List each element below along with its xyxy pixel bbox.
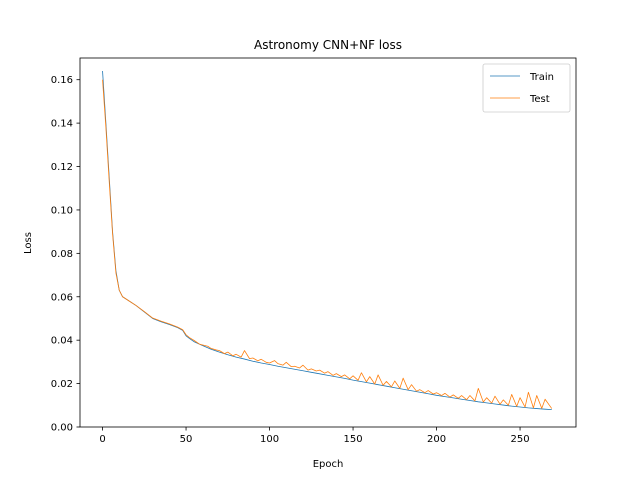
plot-background	[80, 58, 576, 427]
plot-frame	[79, 57, 577, 428]
y-tick-label: 0.02	[51, 379, 73, 390]
series-line-test	[102, 79, 553, 409]
y-axis-ticks: 0.00 0.02 0.04 0.06 0.08 0.10 0.12 0.14 0.16	[51, 75, 80, 434]
y-tick-label: 0.04	[51, 336, 73, 347]
y-tick-label: 0.10	[51, 205, 73, 216]
x-axis-ticks: 0 50 100 150 200 250	[99, 427, 530, 445]
legend-train-label: Train	[529, 72, 554, 83]
y-tick-label: 0.00	[51, 423, 73, 434]
legend-test-label: Test	[529, 94, 550, 105]
y-tick-label: 0.08	[51, 249, 73, 260]
x-tick-label: 50	[180, 434, 193, 445]
y-tick-label: 0.14	[51, 119, 73, 130]
chart-title: Astronomy CNN+NF loss	[254, 38, 402, 52]
x-tick-label: 200	[427, 434, 446, 445]
x-tick-label: 100	[260, 434, 279, 445]
plot-area	[79, 57, 577, 428]
legend: Train Test	[482, 63, 571, 113]
y-tick-label: 0.06	[51, 292, 73, 303]
x-tick-label: 150	[344, 434, 363, 445]
x-axis-title: Epoch	[313, 459, 344, 470]
series-layer	[102, 70, 553, 411]
legend-frame	[482, 63, 571, 113]
series-line-train	[102, 70, 552, 411]
x-tick-label: 0	[99, 434, 105, 445]
x-tick-label: 250	[511, 434, 530, 445]
y-tick-label: 0.16	[51, 75, 73, 86]
y-axis-title: Loss	[23, 232, 34, 254]
y-tick-label: 0.12	[51, 162, 73, 173]
